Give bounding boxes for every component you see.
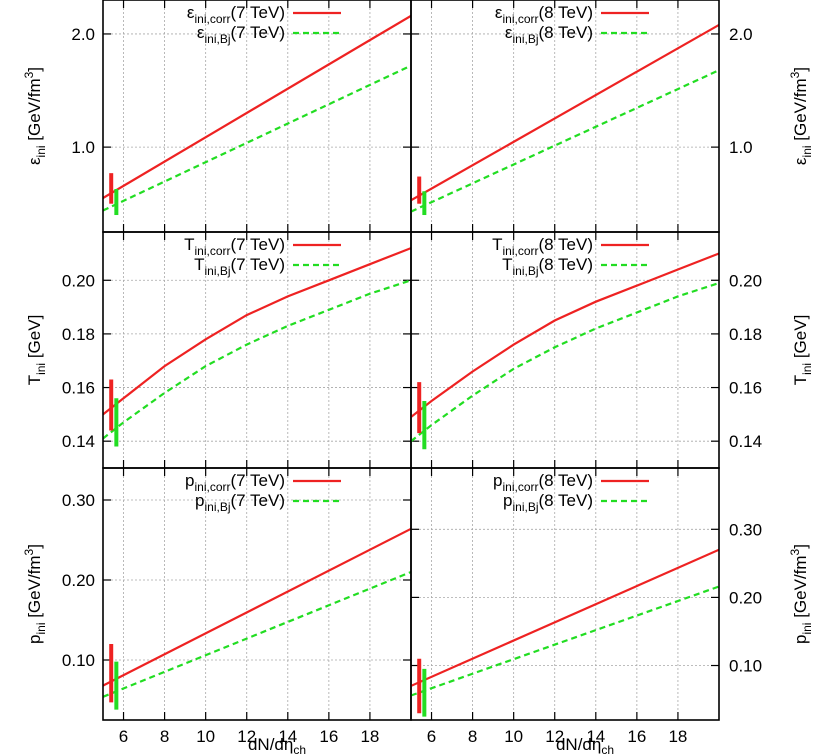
y-axis-label: pini [GeV/fm3] bbox=[22, 544, 48, 644]
y-tick-label: 0.20 bbox=[62, 271, 95, 290]
x-tick-label: 18 bbox=[360, 727, 379, 746]
legend-entry: εini,Bj(7 TeV) bbox=[197, 23, 285, 46]
legend-entry: Tini,Bj(7 TeV) bbox=[194, 255, 285, 278]
series-line-bj bbox=[103, 279, 411, 440]
pressure-panel-8tev: 0.10 0.20 0.30 pini [GeV/fm3] pini,corr(8 Te… bbox=[410, 467, 814, 721]
y-tick-label: 1.0 bbox=[71, 138, 95, 157]
y-tick-label: 1.0 bbox=[729, 138, 753, 157]
x-tick-label: 14 bbox=[278, 727, 297, 746]
series-line-corr bbox=[103, 247, 411, 416]
y-tick-label: 0.14 bbox=[729, 432, 762, 451]
series-line-bj bbox=[103, 570, 411, 698]
series-line-corr bbox=[411, 23, 719, 202]
series-line-corr bbox=[411, 548, 719, 687]
x-tick-label: 6 bbox=[427, 727, 436, 746]
x-tick-label: 6 bbox=[119, 727, 128, 746]
x-tick-label: 14 bbox=[586, 727, 605, 746]
x-axis-label: dN/dηch bbox=[248, 735, 306, 755]
y-axis-label: pini [GeV/fm3] bbox=[788, 544, 814, 644]
y-tick-label: 0.30 bbox=[62, 491, 95, 510]
x-tick-label: 16 bbox=[319, 727, 338, 746]
x-tick-label: 8 bbox=[160, 727, 169, 746]
y-tick-label: 0.16 bbox=[62, 379, 95, 398]
x-axis-label: dN/dηch bbox=[556, 735, 614, 755]
legend-entry: εini,Bj(8 TeV) bbox=[505, 23, 593, 46]
series-line-corr bbox=[411, 252, 719, 418]
y-tick-label: 0.10 bbox=[62, 651, 95, 670]
legend-entry: pini,Bj(8 TeV) bbox=[503, 491, 593, 514]
legend-entry: Tini,Bj(8 TeV) bbox=[502, 255, 593, 278]
legend-entry: Tini,corr(8 TeV) bbox=[492, 235, 593, 258]
y-axis-label: Tini [GeV] bbox=[791, 315, 814, 386]
x-tick-label: 18 bbox=[668, 727, 687, 746]
series-line-bj bbox=[411, 281, 719, 443]
y-tick-label: 0.30 bbox=[729, 520, 762, 539]
x-tick-label: 16 bbox=[627, 727, 646, 746]
y-axis-label: εini [GeV/fm3] bbox=[22, 67, 48, 165]
series-line-bj bbox=[103, 64, 411, 212]
pressure-panel-7tev: 0.10 0.20 0.30 pini [GeV/fm3] pini,corr(7 Te… bbox=[22, 467, 412, 721]
y-tick-label: 2.0 bbox=[71, 25, 95, 44]
x-tick-label: 10 bbox=[196, 727, 215, 746]
temperature-panel-7tev: 0.14 0.16 0.18 0.20 Tini [GeV] Tini,corr(7 Te… bbox=[25, 231, 412, 469]
y-tick-label: 2.0 bbox=[729, 25, 753, 44]
y-tick-label: 0.16 bbox=[729, 379, 762, 398]
x-tick-label: 10 bbox=[504, 727, 523, 746]
x-tick-label: 12 bbox=[237, 727, 256, 746]
series-line-bj bbox=[411, 69, 719, 213]
y-tick-label: 0.18 bbox=[729, 325, 762, 344]
series-line-bj bbox=[411, 585, 719, 697]
y-tick-label: 0.20 bbox=[729, 271, 762, 290]
y-tick-label: 0.14 bbox=[62, 432, 95, 451]
legend-entry: εini,corr(8 TeV) bbox=[495, 3, 593, 26]
y-axis-label: εini [GeV/fm3] bbox=[788, 67, 814, 165]
y-tick-label: 0.20 bbox=[729, 588, 762, 607]
plot-frame bbox=[410, 467, 720, 721]
legend-entry: εini,corr(7 TeV) bbox=[187, 3, 285, 26]
temperature-panel-8tev: 0.14 0.16 0.18 0.20 Tini [GeV] Tini,corr(8 Te… bbox=[410, 231, 814, 469]
y-axis-label: Tini [GeV] bbox=[25, 315, 48, 386]
energy-panel-7tev: 1.0 2.0 εini [GeV/fm3] εini,corr(7 TeV)εini… bbox=[22, 0, 412, 233]
x-tick-label: 8 bbox=[468, 727, 477, 746]
series-line-corr bbox=[103, 14, 411, 199]
legend-entry: pini,corr(7 TeV) bbox=[185, 471, 285, 494]
y-tick-label: 0.10 bbox=[729, 657, 762, 676]
x-tick-label: 12 bbox=[545, 727, 564, 746]
series-line-corr bbox=[103, 527, 411, 687]
legend-entry: Tini,corr(7 TeV) bbox=[184, 235, 285, 258]
energy-panel-8tev: 1.0 2.0 εini [GeV/fm3] εini,corr(8 TeV)εini… bbox=[410, 0, 814, 233]
y-tick-label: 0.18 bbox=[62, 325, 95, 344]
legend-entry: pini,corr(8 TeV) bbox=[493, 471, 593, 494]
y-tick-label: 0.20 bbox=[62, 571, 95, 590]
legend-entry: pini,Bj(7 TeV) bbox=[195, 491, 285, 514]
